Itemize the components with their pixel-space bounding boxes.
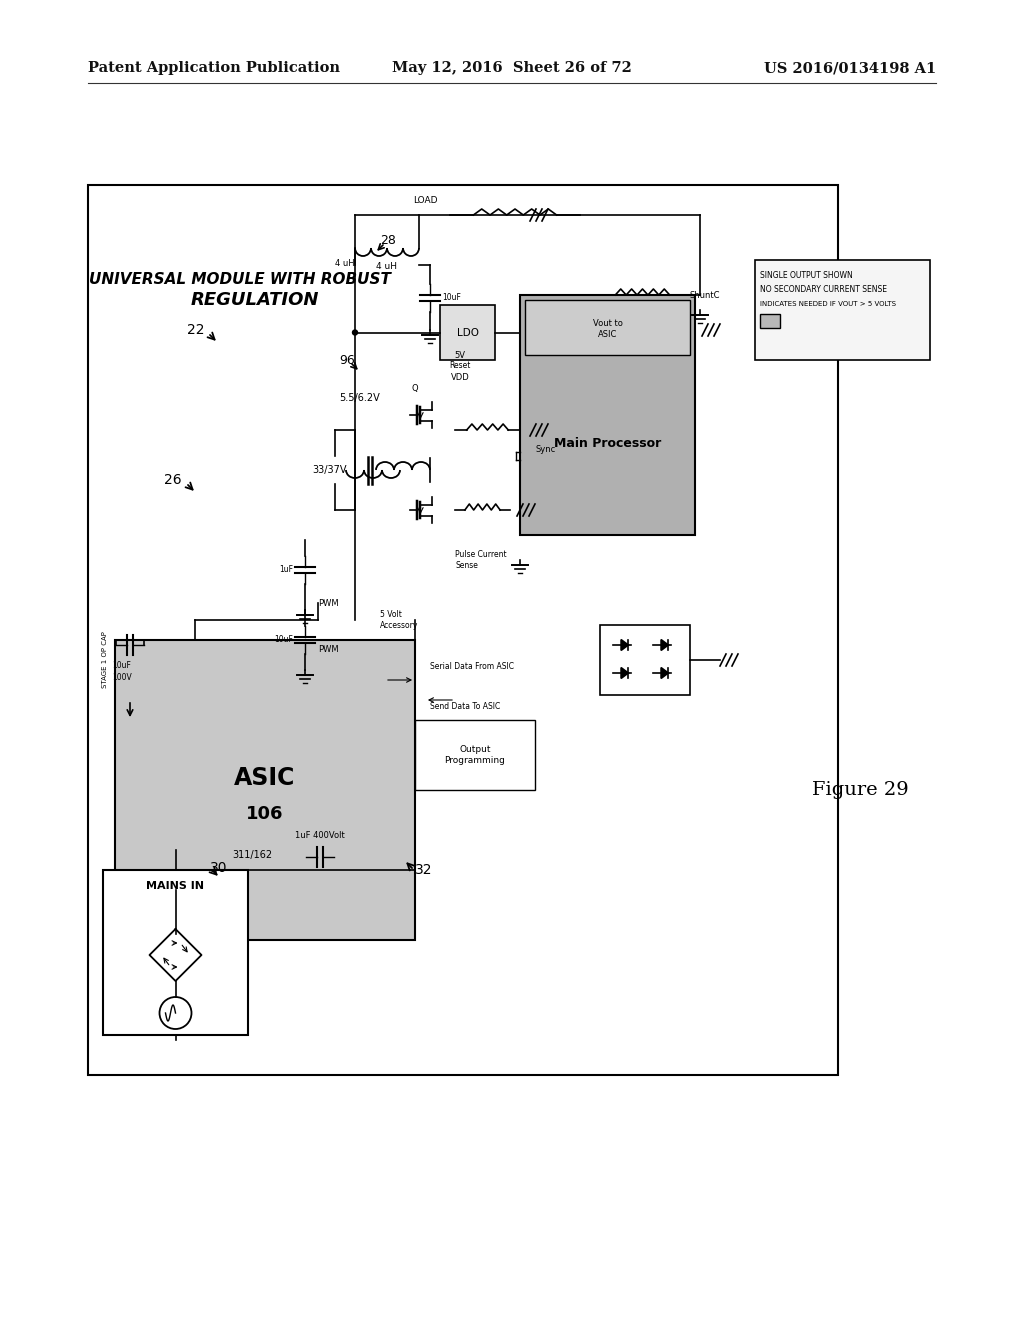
- Text: SINGLE OUTPUT SHOWN: SINGLE OUTPUT SHOWN: [760, 272, 853, 281]
- Text: LOAD: LOAD: [413, 195, 437, 205]
- Text: 4 uH: 4 uH: [377, 261, 397, 271]
- Text: ShuntC: ShuntC: [690, 290, 721, 300]
- Text: UNIVERSAL MODULE WITH ROBUST: UNIVERSAL MODULE WITH ROBUST: [89, 272, 391, 288]
- Text: Send Data To ASIC: Send Data To ASIC: [430, 702, 501, 711]
- Text: 28: 28: [380, 234, 396, 247]
- Text: 106: 106: [246, 805, 284, 822]
- Text: Vout to
ASIC: Vout to ASIC: [593, 319, 623, 339]
- Bar: [525, 300, 690, 355]
- Text: 26: 26: [165, 473, 182, 487]
- Text: 4 uH: 4 uH: [336, 259, 355, 268]
- Text: PWM: PWM: [318, 645, 339, 655]
- Text: 1uF 400Volt: 1uF 400Volt: [295, 832, 345, 840]
- Text: Pulse Current
Sense: Pulse Current Sense: [455, 550, 507, 570]
- Text: ASIC: ASIC: [234, 766, 296, 789]
- Text: Main Processor: Main Processor: [554, 437, 662, 450]
- Text: 1uF: 1uF: [279, 565, 293, 574]
- Bar: [520, 294, 695, 535]
- Polygon shape: [622, 640, 629, 651]
- Text: 5 Volt
Accessory: 5 Volt Accessory: [380, 610, 419, 630]
- Text: 30: 30: [210, 861, 227, 875]
- Text: 32: 32: [415, 863, 432, 876]
- Bar: [600, 624, 690, 696]
- Text: VDD: VDD: [451, 372, 469, 381]
- Text: Q: Q: [412, 384, 419, 393]
- Bar: [103, 870, 248, 1035]
- Text: May 12, 2016  Sheet 26 of 72: May 12, 2016 Sheet 26 of 72: [392, 61, 632, 75]
- Text: Patent Application Publication: Patent Application Publication: [88, 61, 340, 75]
- Text: 10uF: 10uF: [112, 660, 131, 669]
- Bar: [760, 314, 780, 327]
- Text: REGULATION: REGULATION: [190, 290, 319, 309]
- Text: 5.5/6.2V: 5.5/6.2V: [340, 393, 380, 403]
- Text: Output
Programming: Output Programming: [444, 746, 506, 764]
- Text: 10uF: 10uF: [442, 293, 461, 302]
- Polygon shape: [622, 668, 629, 678]
- Text: MAINS IN: MAINS IN: [146, 880, 205, 891]
- Text: 96: 96: [339, 354, 355, 367]
- Text: 100V: 100V: [112, 673, 132, 682]
- Bar: [440, 305, 495, 360]
- Text: PWM: PWM: [318, 598, 339, 607]
- Bar: [755, 260, 930, 360]
- Bar: [115, 640, 415, 940]
- Text: 5V: 5V: [455, 351, 466, 359]
- Text: 22: 22: [187, 323, 205, 337]
- Circle shape: [352, 330, 357, 335]
- Polygon shape: [662, 640, 669, 651]
- Text: Sync: Sync: [535, 446, 555, 454]
- Polygon shape: [662, 668, 669, 678]
- Bar: [88, 185, 838, 1074]
- Bar: [415, 719, 535, 789]
- Text: US 2016/0134198 A1: US 2016/0134198 A1: [764, 61, 936, 75]
- Text: Serial Data From ASIC: Serial Data From ASIC: [430, 663, 514, 671]
- Text: LDO: LDO: [457, 327, 478, 338]
- Text: Reset: Reset: [450, 362, 471, 371]
- Text: INDICATES NEEDED IF VOUT > 5 VOLTS: INDICATES NEEDED IF VOUT > 5 VOLTS: [760, 301, 896, 308]
- Text: STAGE 1 OP CAP: STAGE 1 OP CAP: [102, 631, 108, 689]
- Text: 10uF: 10uF: [274, 635, 293, 644]
- Text: 311/162: 311/162: [232, 850, 272, 861]
- Text: 33/37V: 33/37V: [312, 465, 347, 475]
- Text: NO SECONDARY CURRENT SENSE: NO SECONDARY CURRENT SENSE: [760, 285, 887, 294]
- Text: Figure 29: Figure 29: [812, 781, 908, 799]
